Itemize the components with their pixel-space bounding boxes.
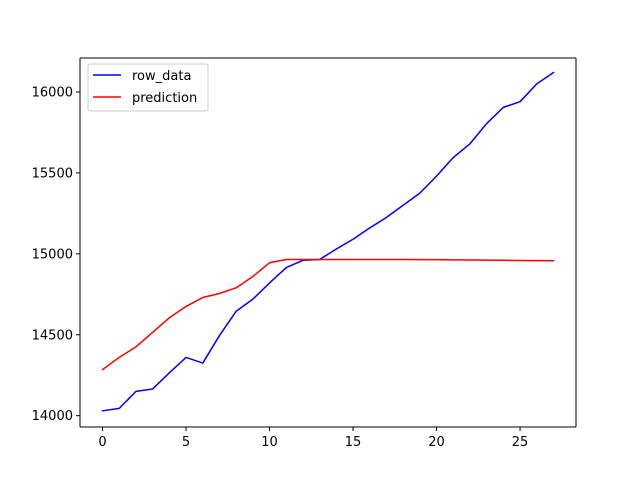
series-line-prediction <box>101 258 555 371</box>
y-tick-label: 15500 <box>32 166 73 181</box>
x-tick-label: 0 <box>98 435 106 450</box>
legend: row_data prediction <box>87 63 209 112</box>
x-tick-label: 25 <box>512 435 529 450</box>
y-tick-label: 14000 <box>32 409 73 424</box>
series-line-row-data <box>101 71 555 412</box>
legend-label-prediction: prediction <box>132 91 197 106</box>
y-tick-label: 15000 <box>32 247 73 262</box>
x-axis-ticks: 0 5 10 15 20 25 <box>98 427 528 450</box>
axes-frame <box>79 57 577 428</box>
x-tick-label: 20 <box>428 435 445 450</box>
x-tick-label: 5 <box>182 435 190 450</box>
y-axis-ticks: 14000 14500 15000 15500 16000 <box>32 85 80 424</box>
y-tick-label: 14500 <box>32 328 73 343</box>
x-tick-label: 15 <box>345 435 362 450</box>
legend-label-row-data: row_data <box>132 69 191 84</box>
y-tick-label: 16000 <box>32 85 73 100</box>
series-layer <box>101 71 555 412</box>
plot-area <box>80 58 576 427</box>
x-tick-label: 10 <box>261 435 278 450</box>
